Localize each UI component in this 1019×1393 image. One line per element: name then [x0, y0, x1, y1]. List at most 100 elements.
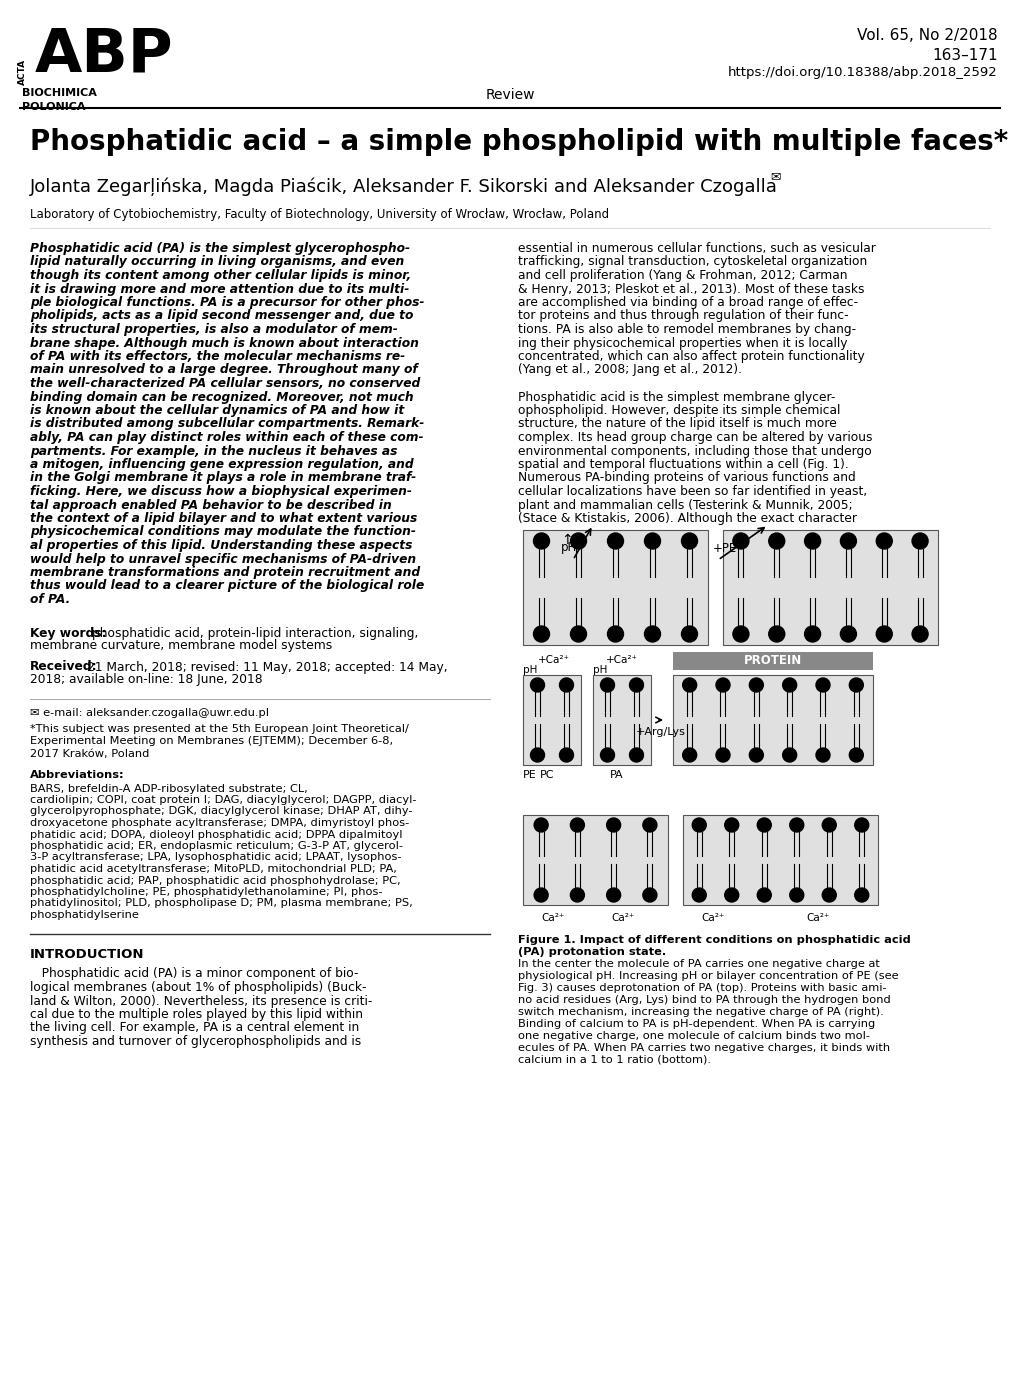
Text: cardiolipin; COPI, coat protein I; DAG, diacylglycerol; DAGPP, diacyl-: cardiolipin; COPI, coat protein I; DAG, … [30, 795, 416, 805]
Text: lipid naturally occurring in living organisms, and even: lipid naturally occurring in living orga… [30, 255, 404, 269]
Text: Phosphatidic acid (PA) is a minor component of bio-: Phosphatidic acid (PA) is a minor compon… [30, 968, 358, 981]
Circle shape [692, 887, 705, 903]
Text: is distributed among subcellular compartments. Remark-: is distributed among subcellular compart… [30, 418, 424, 430]
Text: main unresolved to a large degree. Throughout many of: main unresolved to a large degree. Throu… [30, 364, 418, 376]
Circle shape [733, 534, 748, 549]
Text: tions. PA is also able to remodel membranes by chang-: tions. PA is also able to remodel membra… [518, 323, 855, 336]
Text: though its content among other cellular lipids is minor,: though its content among other cellular … [30, 269, 411, 281]
Text: calcium in a 1 to 1 ratio (bottom).: calcium in a 1 to 1 ratio (bottom). [518, 1055, 710, 1066]
Text: BARS, brefeldin-A ADP-ribosylated substrate; CL,: BARS, brefeldin-A ADP-ribosylated substr… [30, 783, 308, 794]
Text: pH: pH [592, 664, 606, 676]
Text: 2017 Kraków, Poland: 2017 Kraków, Poland [30, 748, 149, 759]
Text: land & Wilton, 2000). Nevertheless, its presence is criti-: land & Wilton, 2000). Nevertheless, its … [30, 995, 372, 1007]
Text: 3-P acyltransferase; LPA, lysophosphatidic acid; LPAAT, lysophos-: 3-P acyltransferase; LPA, lysophosphatid… [30, 853, 401, 862]
Text: and cell proliferation (Yang & Frohman, 2012; Carman: and cell proliferation (Yang & Frohman, … [518, 269, 847, 281]
Text: phosphatidic acid; ER, endoplasmic reticulum; G-3-P AT, glycerol-: phosphatidic acid; ER, endoplasmic retic… [30, 841, 403, 851]
Bar [722, 529, 937, 645]
Circle shape [559, 748, 573, 762]
Text: would help to unravel specific mechanisms of PA-driven: would help to unravel specific mechanism… [30, 553, 416, 566]
Circle shape [530, 678, 544, 692]
Text: partments. For example, in the nucleus it behaves as: partments. For example, in the nucleus i… [30, 444, 397, 457]
Text: Laboratory of Cytobiochemistry, Faculty of Biotechnology, University of Wrocław,: Laboratory of Cytobiochemistry, Faculty … [30, 208, 608, 221]
Circle shape [849, 748, 862, 762]
Circle shape [533, 534, 549, 549]
Text: droxyacetone phosphate acyltransferase; DMPA, dimyristoyl phos-: droxyacetone phosphate acyltransferase; … [30, 818, 409, 827]
Circle shape [804, 625, 819, 642]
Text: thus would lead to a clearer picture of the biological role: thus would lead to a clearer picture of … [30, 579, 424, 592]
Text: in the Golgi membrane it plays a role in membrane traf-: in the Golgi membrane it plays a role in… [30, 471, 416, 485]
Circle shape [534, 818, 547, 832]
Circle shape [642, 887, 656, 903]
Circle shape [629, 748, 643, 762]
Circle shape [821, 887, 836, 903]
Text: binding domain can be recognized. Moreover, not much: binding domain can be recognized. Moreov… [30, 390, 414, 404]
Text: ABP: ABP [35, 25, 173, 84]
Text: it is drawing more and more attention due to its multi-: it is drawing more and more attention du… [30, 283, 409, 295]
Circle shape [682, 748, 696, 762]
Circle shape [911, 625, 927, 642]
Text: essential in numerous cellular functions, such as vesicular: essential in numerous cellular functions… [518, 242, 875, 255]
Circle shape [789, 887, 803, 903]
Text: ✉ e-mail: aleksander.czogalla@uwr.edu.pl: ✉ e-mail: aleksander.czogalla@uwr.edu.pl [30, 709, 269, 719]
Text: PA: PA [609, 770, 623, 780]
Text: (PA) protonation state.: (PA) protonation state. [518, 947, 665, 957]
Text: Abbreviations:: Abbreviations: [30, 770, 124, 780]
Circle shape [534, 887, 547, 903]
Text: membrane transformations and protein recruitment and: membrane transformations and protein rec… [30, 566, 420, 579]
Circle shape [629, 678, 643, 692]
Text: is known about the cellular dynamics of PA and how it: is known about the cellular dynamics of … [30, 404, 404, 417]
Text: ecules of PA. When PA carries two negative charges, it binds with: ecules of PA. When PA carries two negati… [518, 1043, 890, 1053]
Text: brane shape. Although much is known about interaction: brane shape. Although much is known abou… [30, 337, 419, 350]
Text: Ca²⁺: Ca²⁺ [541, 912, 565, 924]
Text: Numerous PA-binding proteins of various functions and: Numerous PA-binding proteins of various … [518, 471, 855, 485]
Text: 21 March, 2018; revised: 11 May, 2018; accepted: 14 May,: 21 March, 2018; revised: 11 May, 2018; a… [87, 660, 447, 673]
Text: al properties of this lipid. Understanding these aspects: al properties of this lipid. Understandi… [30, 539, 412, 552]
Text: phatidic acid; DOPA, dioleoyl phosphatidic acid; DPPA dipalmitoyl: phatidic acid; DOPA, dioleoyl phosphatid… [30, 829, 403, 840]
Circle shape [756, 818, 770, 832]
Text: tor proteins and thus through regulation of their func-: tor proteins and thus through regulation… [518, 309, 848, 323]
Text: Fig. 3) causes deprotonation of PA (top). Proteins with basic ami-: Fig. 3) causes deprotonation of PA (top)… [518, 983, 886, 993]
Text: pH: pH [560, 542, 577, 554]
Text: the living cell. For example, PA is a central element in: the living cell. For example, PA is a ce… [30, 1021, 359, 1035]
Text: switch mechanism, increasing the negative charge of PA (right).: switch mechanism, increasing the negativ… [518, 1007, 882, 1017]
Text: membrane curvature, membrane model systems: membrane curvature, membrane model syste… [30, 639, 332, 652]
Text: Phosphatidic acid is the simplest membrane glycer-: Phosphatidic acid is the simplest membra… [518, 390, 835, 404]
Text: In the center the molecule of PA carries one negative charge at: In the center the molecule of PA carries… [518, 958, 879, 970]
Text: Vol. 65, No 2/2018: Vol. 65, No 2/2018 [857, 28, 997, 43]
Circle shape [559, 678, 573, 692]
Circle shape [749, 748, 762, 762]
Circle shape [715, 678, 730, 692]
Text: +Arg/Lys: +Arg/Lys [636, 727, 685, 737]
Circle shape [570, 887, 584, 903]
Circle shape [681, 625, 697, 642]
Text: 2018; available on-line: 18 June, 2018: 2018; available on-line: 18 June, 2018 [30, 673, 262, 687]
Circle shape [815, 678, 829, 692]
Text: one negative charge, one molecule of calcium binds two mol-: one negative charge, one molecule of cal… [518, 1031, 869, 1041]
Circle shape [782, 748, 796, 762]
Text: phosphatidylcholine; PE, phosphatidylethanolamine; PI, phos-: phosphatidylcholine; PE, phosphatidyleth… [30, 887, 382, 897]
Text: pH: pH [523, 664, 537, 676]
Text: logical membranes (about 1% of phospholipids) (Buck-: logical membranes (about 1% of phospholi… [30, 981, 366, 995]
Circle shape [530, 748, 544, 762]
Circle shape [533, 625, 549, 642]
Text: phatidylinositol; PLD, phospholipase D; PM, plasma membrane; PS,: phatidylinositol; PLD, phospholipase D; … [30, 898, 413, 908]
Circle shape [725, 818, 738, 832]
Text: complex. Its head group charge can be altered by various: complex. Its head group charge can be al… [518, 430, 871, 444]
Circle shape [840, 625, 856, 642]
Text: cellular localizations have been so far identified in yeast,: cellular localizations have been so far … [518, 485, 866, 499]
Text: POLONICA: POLONICA [22, 102, 86, 111]
Text: of PA.: of PA. [30, 593, 70, 606]
Circle shape [821, 818, 836, 832]
Text: Ca²⁺: Ca²⁺ [806, 912, 828, 924]
Text: phosphatidic acid, protein-lipid interaction, signaling,: phosphatidic acid, protein-lipid interac… [92, 627, 418, 639]
Text: synthesis and turnover of glycerophospholipids and is: synthesis and turnover of glycerophospho… [30, 1035, 361, 1048]
Circle shape [911, 534, 927, 549]
Text: Received:: Received: [30, 660, 98, 673]
Text: structure, the nature of the lipid itself is much more: structure, the nature of the lipid itsel… [518, 418, 836, 430]
Text: ophospholipid. However, despite its simple chemical: ophospholipid. However, despite its simp… [518, 404, 840, 417]
Text: 163–171: 163–171 [931, 47, 997, 63]
Circle shape [642, 818, 656, 832]
Text: & Henry, 2013; Pleskot et al., 2013). Most of these tasks: & Henry, 2013; Pleskot et al., 2013). Mo… [518, 283, 864, 295]
Text: phatidic acid acetyltransferase; MitoPLD, mitochondrial PLD; PA,: phatidic acid acetyltransferase; MitoPLD… [30, 864, 396, 873]
Text: *This subject was presented at the 5th European Joint Theoretical/: *This subject was presented at the 5th E… [30, 724, 409, 734]
